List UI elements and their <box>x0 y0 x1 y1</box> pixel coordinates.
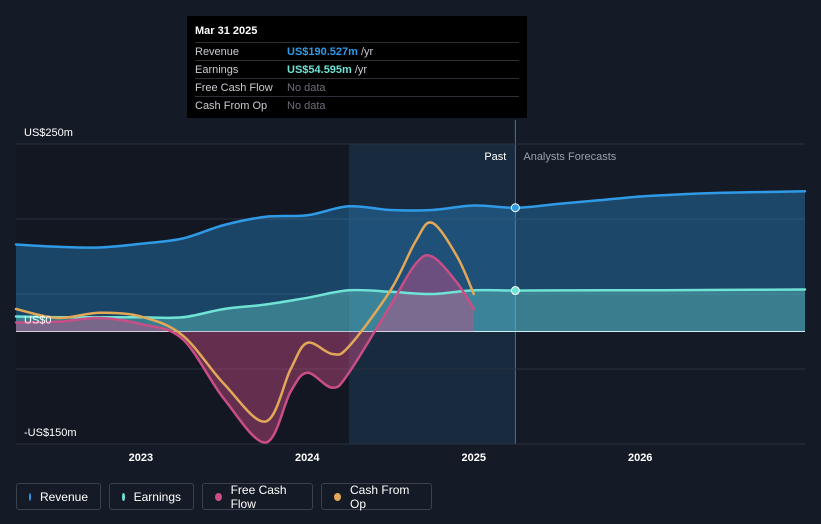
earnings-area <box>16 289 805 332</box>
earnings-marker <box>510 286 520 296</box>
y-axis-label: US$0 <box>24 315 52 327</box>
legend: Revenue Earnings Free Cash Flow Cash Fro… <box>16 482 432 511</box>
legend-dot-icon <box>334 492 342 501</box>
legend-item-revenue[interactable]: Revenue <box>16 483 101 510</box>
tooltip-label: Free Cash Flow <box>195 81 273 94</box>
tooltip-row-revenue: Revenue US$190.527m /yr <box>195 43 519 61</box>
legend-item-free-cash-flow[interactable]: Free Cash Flow <box>202 482 313 511</box>
y-axis-label: -US$150m <box>24 427 77 439</box>
legend-dot-icon <box>215 492 222 501</box>
tooltip-value: No data <box>287 99 326 112</box>
legend-dot-icon <box>29 492 31 501</box>
cash-from-op-line <box>14 221 476 423</box>
free-cash-flow-area <box>16 255 474 443</box>
legend-dot-icon <box>122 492 125 501</box>
x-tick-label: 2025 <box>462 452 486 464</box>
tooltip-date: Mar 31 2025 <box>195 22 519 43</box>
tooltip-row-cfo: Cash From Op No data <box>195 97 519 114</box>
x-tick-label: 2026 <box>628 452 652 464</box>
revenue-marker <box>510 203 520 213</box>
tooltip-row-earnings: Earnings US$54.595m /yr <box>195 61 519 79</box>
legend-label: Revenue <box>39 489 88 504</box>
legend-item-earnings[interactable]: Earnings <box>109 483 194 510</box>
forecast-label: Analysts Forecasts <box>523 151 616 163</box>
tooltip-row-fcf: Free Cash Flow No data <box>195 79 519 97</box>
tooltip-value: No data <box>287 81 326 94</box>
revenue-line <box>14 190 807 249</box>
free-cash-flow-line <box>14 253 476 444</box>
x-tick-label: 2023 <box>129 452 153 464</box>
legend-label: Cash From Op <box>350 482 410 511</box>
y-axis-label: US$250m <box>24 127 73 139</box>
tooltip-label: Revenue <box>195 45 240 58</box>
tooltip-label: Cash From Op <box>195 99 268 112</box>
earnings-line <box>14 288 807 320</box>
tooltip-label: Earnings <box>195 63 239 76</box>
chart-area: US$250m US$0 -US$150m 2023 2024 2025 2026 Past A… <box>14 120 807 464</box>
x-tick-label: 2024 <box>295 452 320 464</box>
legend-label: Earnings <box>133 489 181 504</box>
tooltip-value: US$190.527m <box>287 45 358 58</box>
legend-item-cash-from-op[interactable]: Cash From Op <box>321 482 432 511</box>
revenue-area <box>16 191 805 332</box>
tooltip: Mar 31 2025 Revenue US$190.527m /yr Earn… <box>187 16 527 118</box>
tooltip-unit: /yr <box>360 45 374 58</box>
past-label: Past <box>484 151 506 163</box>
tooltip-value: US$54.595m <box>287 63 352 76</box>
legend-label: Free Cash Flow <box>230 482 287 511</box>
tooltip-unit: /yr <box>354 63 368 76</box>
